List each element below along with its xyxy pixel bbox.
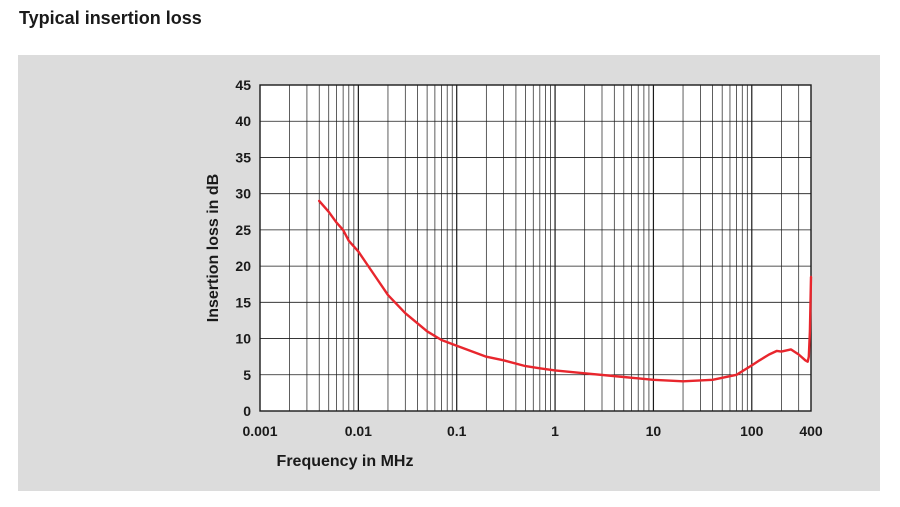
y-tick-label: 25 bbox=[235, 222, 251, 238]
plot-area bbox=[260, 85, 811, 411]
y-tick-label: 35 bbox=[235, 149, 251, 165]
grid-lines bbox=[260, 85, 811, 411]
x-axis-label: Frequency in MHz bbox=[277, 453, 414, 470]
x-tick-label: 100 bbox=[740, 423, 764, 439]
chart-heading: Typical insertion loss bbox=[19, 8, 202, 28]
y-tick-label: 20 bbox=[235, 258, 251, 274]
y-tick-label: 45 bbox=[235, 77, 251, 93]
x-tick-labels: 0.001 0.01 0.1 1 10 100 400 bbox=[242, 423, 822, 439]
y-tick-label: 40 bbox=[235, 113, 251, 129]
x-tick-label: 0.1 bbox=[447, 423, 467, 439]
x-tick-label: 0.001 bbox=[242, 423, 277, 439]
y-tick-label: 15 bbox=[235, 294, 251, 310]
y-tick-label: 5 bbox=[243, 367, 251, 383]
y-tick-label: 30 bbox=[235, 186, 251, 202]
y-tick-label: 10 bbox=[235, 331, 251, 347]
y-tick-label: 0 bbox=[243, 403, 251, 419]
plot-border bbox=[259, 84, 812, 412]
y-tick-labels: 0 5 10 15 20 25 30 35 40 45 bbox=[235, 77, 251, 419]
x-tick-label: 10 bbox=[646, 423, 662, 439]
x-tick-label: 1 bbox=[551, 423, 559, 439]
y-axis-label: Insertion loss in dB bbox=[205, 174, 222, 322]
x-tick-label: 400 bbox=[799, 423, 823, 439]
insertion-loss-curve bbox=[318, 199, 813, 383]
x-tick-label: 0.01 bbox=[345, 423, 372, 439]
